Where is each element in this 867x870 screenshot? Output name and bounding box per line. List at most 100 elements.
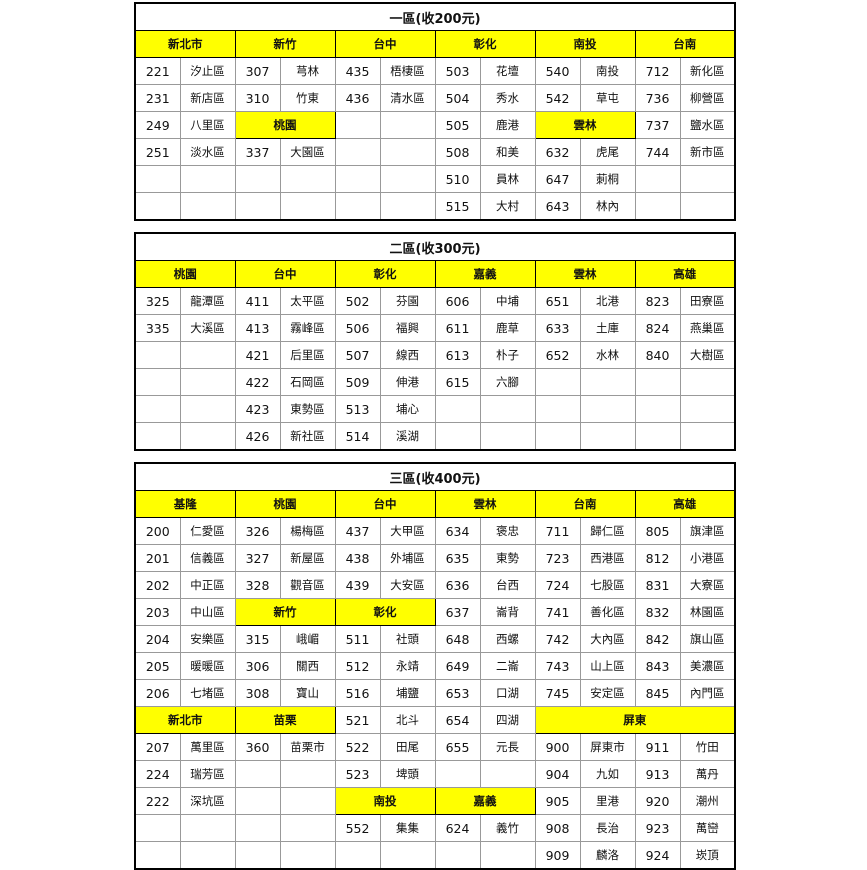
postal-code-cell: 900 (534, 733, 581, 761)
region-header: 南投 (534, 30, 636, 58)
postal-code-cell: 504 (434, 84, 481, 112)
district-name-cell: 安樂區 (179, 625, 236, 653)
district-name-cell: 長治 (579, 814, 636, 842)
district-name-cell: 萬里區 (179, 733, 236, 761)
district-name-cell (279, 192, 336, 221)
postal-code-cell: 360 (234, 733, 281, 761)
district-name-cell: 朴子 (479, 341, 536, 369)
district-name-cell: 南投 (579, 57, 636, 85)
postal-code-cell: 905 (534, 787, 581, 815)
district-name-cell: 水林 (579, 341, 636, 369)
district-name-cell: 苗栗市 (279, 733, 336, 761)
table-row: 222 深坑區 南投 嘉義 905 里港 920 潮州 (134, 787, 736, 815)
postal-code-cell: 523 (334, 760, 381, 788)
table-row: 221 汐止區 307 芎林 435 梧棲區 503 花壇 540 南投 712 新化區 (134, 57, 736, 85)
postal-code-cell: 635 (434, 544, 481, 572)
postal-code-cell: 326 (234, 517, 281, 545)
district-name-cell: 石岡區 (279, 368, 336, 396)
district-name-cell: 員林 (479, 165, 536, 193)
region-header: 基隆 (134, 490, 236, 518)
postal-code-cell: 611 (434, 314, 481, 342)
region-header: 台南 (534, 490, 636, 518)
district-name-cell: 仁愛區 (179, 517, 236, 545)
district-name-cell: 七股區 (579, 571, 636, 599)
postal-code-cell: 325 (134, 287, 181, 315)
postal-code-cell: 421 (234, 341, 281, 369)
table-row: 251 淡水區 337 大園區 508 和美 632 虎尾 744 新市區 (134, 138, 736, 166)
district-name-cell (579, 422, 636, 451)
district-name-cell: 田尾 (379, 733, 436, 761)
postal-code-cell (434, 841, 481, 870)
district-name-cell: 崙背 (479, 598, 536, 626)
region-header: 屏東 (534, 706, 736, 734)
postal-code-cell: 913 (634, 760, 681, 788)
postal-code-cell: 514 (334, 422, 381, 451)
postal-code-cell: 249 (134, 111, 181, 139)
postal-code-cell: 337 (234, 138, 281, 166)
zone-3-table: 三區(收400元) 基隆 桃園 台中 雲林 台南 高雄 200 仁愛區 326 楊梅區 437 大甲區 6… (134, 462, 737, 870)
district-name-cell: 美濃區 (679, 652, 736, 680)
table-row: 新北市 苗栗 521 北斗 654 四湖 屏東 (134, 706, 736, 734)
postal-code-cell: 653 (434, 679, 481, 707)
table-row: 552 集集 624 義竹 908 長治 923 萬巒 (134, 814, 736, 842)
postal-code-cell: 655 (434, 733, 481, 761)
district-name-cell: 大園區 (279, 138, 336, 166)
postal-code-cell: 633 (534, 314, 581, 342)
postal-code-cell: 510 (434, 165, 481, 193)
district-name-cell: 燕巢區 (679, 314, 736, 342)
district-name-cell: 梧棲區 (379, 57, 436, 85)
district-name-cell: 崁頂 (679, 841, 736, 870)
district-name-cell: 六腳 (479, 368, 536, 396)
postal-code-cell (334, 165, 381, 193)
region-header: 桃園 (234, 111, 336, 139)
region-header: 苗栗 (234, 706, 336, 734)
region-header: 高雄 (634, 490, 736, 518)
zone-1-table-wrap: 一區(收200元) 新北市 新竹 台中 彰化 南投 台南 221 汐止區 307 芎林 435 梧棲區 5… (134, 2, 737, 221)
district-name-cell: 旗津區 (679, 517, 736, 545)
postal-code-cell: 335 (134, 314, 181, 342)
postal-code-cell: 637 (434, 598, 481, 626)
district-name-cell: 莿桐 (579, 165, 636, 193)
postal-code-cell: 911 (634, 733, 681, 761)
region-header: 新北市 (134, 706, 236, 734)
district-name-cell (479, 760, 536, 788)
district-name-cell: 東勢 (479, 544, 536, 572)
postal-code-cell: 511 (334, 625, 381, 653)
postal-code-cell: 652 (534, 341, 581, 369)
district-name-cell: 中埔 (479, 287, 536, 315)
district-name-cell: 北港 (579, 287, 636, 315)
postal-code-cell: 308 (234, 679, 281, 707)
postal-code-cell (634, 422, 681, 451)
district-name-cell: 七堵區 (179, 679, 236, 707)
postal-code-cell: 824 (634, 314, 681, 342)
postal-code-cell: 515 (434, 192, 481, 221)
postal-code-cell: 328 (234, 571, 281, 599)
district-name-cell (379, 841, 436, 870)
zone-title: 一區(收200元) (134, 2, 736, 31)
district-name-cell (679, 422, 736, 451)
district-name-cell: 新市區 (679, 138, 736, 166)
district-name-cell: 義竹 (479, 814, 536, 842)
district-name-cell: 新屋區 (279, 544, 336, 572)
postal-code-cell: 542 (534, 84, 581, 112)
district-name-cell: 外埔區 (379, 544, 436, 572)
postal-code-cell: 202 (134, 571, 181, 599)
district-name-cell (679, 165, 736, 193)
district-name-cell: 大樹區 (679, 341, 736, 369)
postal-code-cell (634, 165, 681, 193)
postal-code-cell: 503 (434, 57, 481, 85)
district-name-cell: 新店區 (179, 84, 236, 112)
district-name-cell: 台西 (479, 571, 536, 599)
zone-2-table: 二區(收300元) 桃園 台中 彰化 嘉義 雲林 高雄 325 龍潭區 411 太平區 502 芬園 60… (134, 232, 737, 451)
region-header: 桃園 (134, 260, 236, 288)
district-name-cell: 瑞芳區 (179, 760, 236, 788)
postal-code-cell: 306 (234, 652, 281, 680)
zone-3-table-wrap: 三區(收400元) 基隆 桃園 台中 雲林 台南 高雄 200 仁愛區 326 楊梅區 437 大甲區 6… (134, 462, 737, 870)
region-header: 雲林 (534, 111, 636, 139)
postal-code-cell: 505 (434, 111, 481, 139)
district-name-cell: 鹿港 (479, 111, 536, 139)
table-row: 基隆 桃園 台中 雲林 台南 高雄 (134, 490, 736, 518)
postal-code-cell: 540 (534, 57, 581, 85)
postal-code-cell: 310 (234, 84, 281, 112)
district-name-cell: 八里區 (179, 111, 236, 139)
